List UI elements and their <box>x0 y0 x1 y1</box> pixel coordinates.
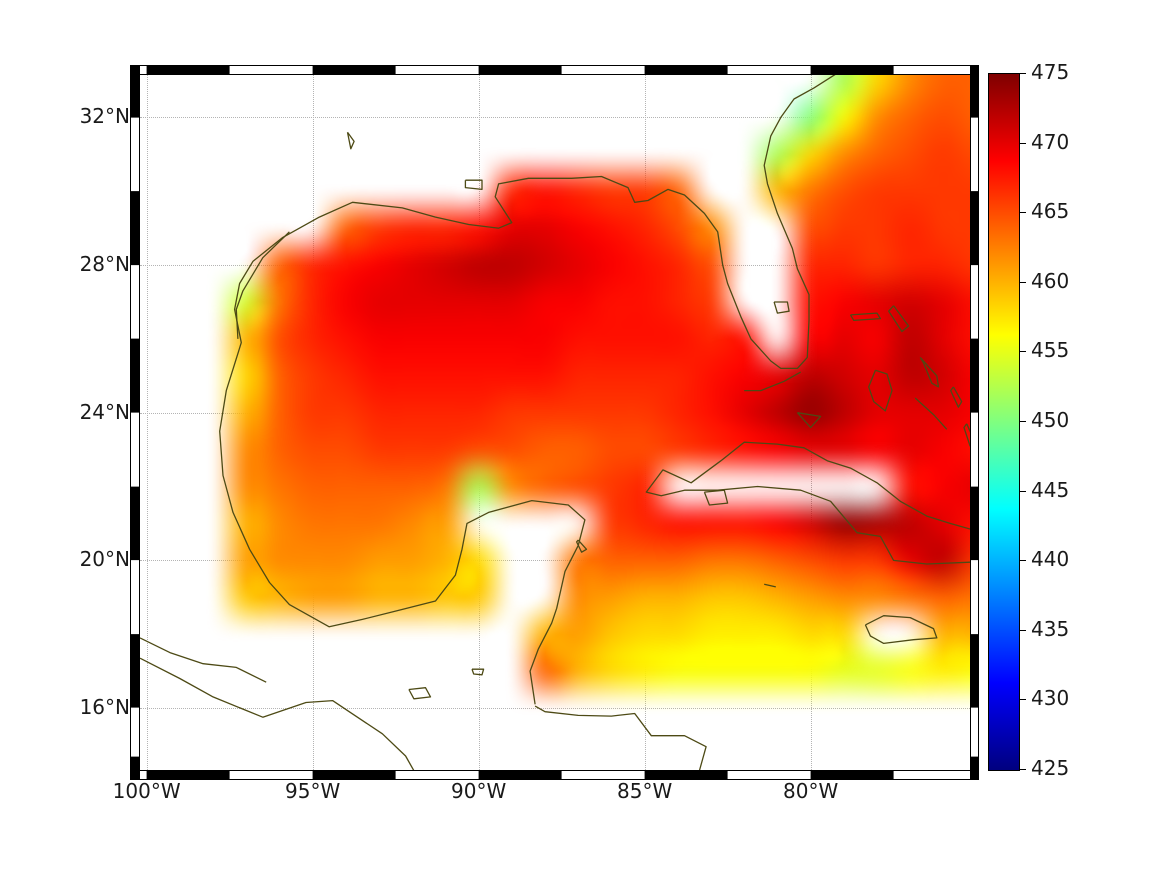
coastline-texas-barrier <box>235 231 290 339</box>
colorbar-tick-mark <box>1020 142 1026 144</box>
colorbar-tick-label: 425 <box>1031 756 1070 780</box>
x-tick-label: 80°W <box>783 779 839 803</box>
coastline-abaco <box>888 305 910 333</box>
colorbar-tick-label: 450 <box>1031 408 1070 432</box>
colorbar-tick-label: 460 <box>1031 268 1070 293</box>
coastline-peten-lake <box>471 668 485 676</box>
colorbar-tick-mark <box>1020 769 1026 770</box>
coastline-cayman <box>764 583 776 588</box>
colorbar-tick-label: 445 <box>1031 477 1070 502</box>
map-plot <box>140 75 970 770</box>
colorbar <box>988 73 1020 771</box>
colorbar-tick-label: 470 <box>1031 129 1070 154</box>
y-tick-label: 20°N <box>79 547 130 572</box>
map-frame-bottom <box>140 770 970 779</box>
coastline-central-america <box>534 705 707 770</box>
coastline-guatemala-lake <box>408 687 432 700</box>
x-tick-label: 95°W <box>285 779 341 803</box>
colorbar-tick-mark <box>1020 699 1026 701</box>
y-tick-label: 16°N <box>79 694 130 719</box>
coastline-cay-sal-bank <box>796 412 822 429</box>
colorbar-tick-label: 455 <box>1031 338 1070 363</box>
colorbar-gradient <box>989 74 1019 770</box>
coastline-cat-island <box>950 386 963 408</box>
colorbar-tick-mark <box>1020 212 1026 214</box>
coastline-long-island <box>963 423 970 447</box>
map-frame-left <box>131 66 140 779</box>
colorbar-tick-label: 440 <box>1031 547 1070 572</box>
coastline-lake-okeechobee <box>773 301 790 314</box>
coastlines-svg <box>140 75 970 770</box>
colorbar-tick-mark <box>1020 281 1026 283</box>
colorbar-tick-label: 430 <box>1031 686 1070 711</box>
y-tick-label: 28°N <box>79 252 130 277</box>
colorbar-tick-mark <box>1020 73 1026 74</box>
colorbar-tick-label: 465 <box>1031 199 1070 224</box>
y-tick-label: 24°N <box>79 399 130 424</box>
coastline-mexico-pacific <box>140 657 415 770</box>
heatmap-canvas <box>140 75 970 770</box>
coastline-eleuthera <box>919 356 940 388</box>
map-frame-top <box>140 66 970 75</box>
colorbar-tick-label: 435 <box>1031 616 1070 641</box>
coastline-cozumel <box>575 539 588 553</box>
colorbar-tick-label: 475 <box>1031 60 1070 84</box>
coastline-gulf-atlantic-mainland <box>219 75 836 705</box>
coastline-toledo-bend <box>346 131 355 150</box>
coastline-lake-pontchartrain <box>464 179 483 191</box>
coastline-florida-keys <box>744 371 802 392</box>
colorbar-tick-mark <box>1020 351 1026 353</box>
coastline-cuba <box>645 441 970 565</box>
x-tick-label: 90°W <box>451 779 507 803</box>
coastline-exuma-chain <box>914 397 948 430</box>
y-tick-label: 32°N <box>79 104 130 129</box>
map-frame-right <box>970 66 979 779</box>
colorbar-tick-mark <box>1020 560 1026 562</box>
coastline-grand-bahama <box>849 312 882 322</box>
colorbar-tick-mark <box>1020 421 1026 422</box>
x-tick-label: 85°W <box>617 779 673 803</box>
x-tick-label: 100°W <box>112 779 181 803</box>
coastline-rio-south-mexico <box>140 637 267 683</box>
coastline-jamaica <box>864 615 938 645</box>
colorbar-tick-mark <box>1020 490 1026 492</box>
colorbar-tick-mark <box>1020 629 1026 631</box>
coastline-andros <box>868 369 893 412</box>
coastline-isla-juventud <box>703 489 729 506</box>
